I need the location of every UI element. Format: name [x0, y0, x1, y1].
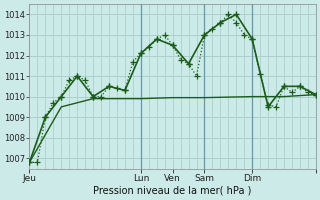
- X-axis label: Pression niveau de la mer( hPa ): Pression niveau de la mer( hPa ): [93, 186, 252, 196]
